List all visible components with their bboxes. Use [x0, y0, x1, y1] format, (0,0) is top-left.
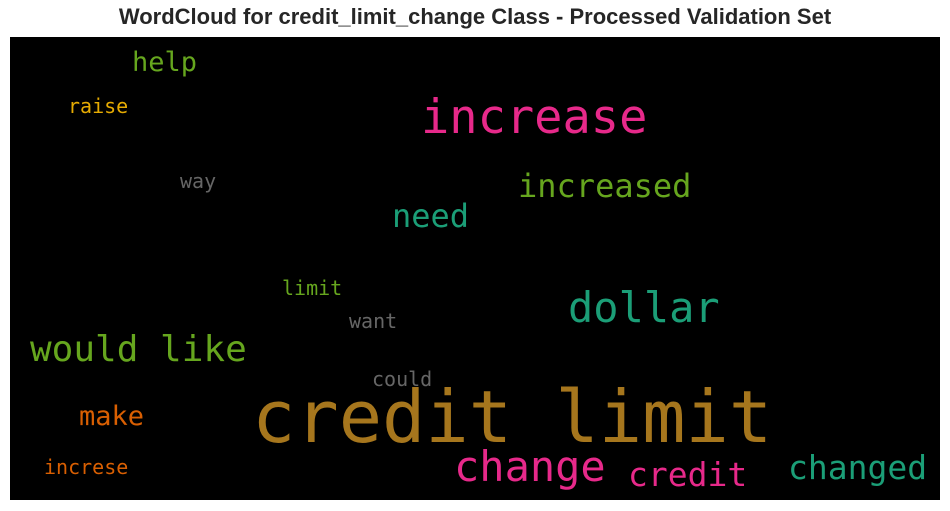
- word-dollar: dollar: [568, 283, 720, 332]
- word-credit: credit: [628, 455, 748, 494]
- wordcloud-canvas: help raise increase way increased need l…: [10, 37, 940, 500]
- word-increase: increase: [421, 90, 648, 145]
- word-would-like: would like: [30, 329, 247, 370]
- word-credit-limit: credit limit: [252, 375, 773, 459]
- word-help: help: [132, 47, 198, 78]
- word-want: want: [349, 309, 398, 333]
- word-way: way: [180, 169, 217, 193]
- chart-title: WordCloud for credit_limit_change Class …: [118, 4, 832, 29]
- word-changed: changed: [788, 448, 928, 487]
- word-make: make: [79, 401, 145, 432]
- word-change: change: [454, 442, 606, 491]
- word-raise: raise: [68, 94, 129, 118]
- word-increse: increse: [44, 455, 129, 479]
- word-limit: limit: [282, 276, 343, 300]
- word-increased: increased: [518, 167, 692, 205]
- word-could: could: [372, 367, 433, 391]
- word-need: need: [392, 197, 470, 235]
